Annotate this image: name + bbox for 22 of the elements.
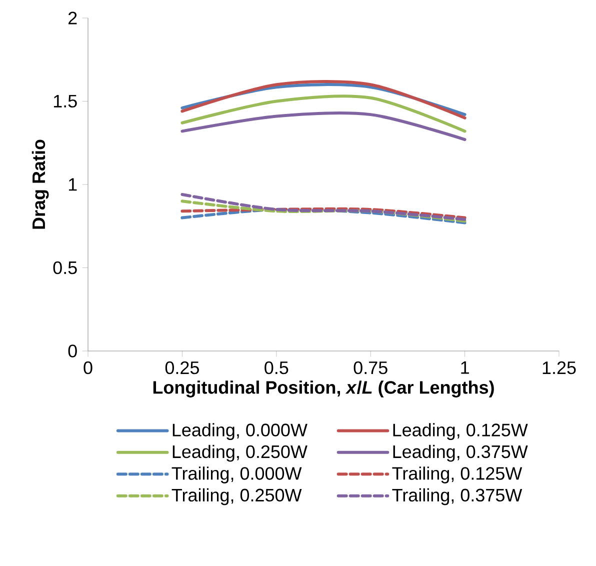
y-tick-label: 0: [68, 344, 77, 358]
legend-label: Trailing, 0.250W: [172, 488, 302, 506]
x-tick-label: 0.25: [165, 361, 199, 374]
x-tick-label: 1.25: [542, 361, 576, 374]
x-axis-title: Longitudinal Position, x/L (Car Lengths): [153, 380, 494, 398]
y-tick-label: 0.5: [53, 261, 77, 274]
legend-label: Leading, 0.125W: [393, 423, 528, 440]
line-series: [180, 192, 466, 221]
x-tick-label: 1: [461, 361, 469, 374]
legend-label: Leading, 0.375W: [393, 444, 528, 462]
y-tick-label: 2: [68, 12, 77, 24]
y-tick-label: 1.5: [54, 94, 77, 108]
x-tick-label: 0.75: [354, 361, 388, 374]
y-axis-title: Drag Ratio: [32, 140, 49, 229]
y-tick-label: 1: [68, 178, 77, 191]
legend-label: Trailing, 0.375W: [392, 488, 522, 506]
legend-label: Trailing, 0.000W: [172, 466, 302, 484]
x-tick-label: 0.5: [264, 361, 288, 374]
x-tick-label: 0: [84, 361, 92, 374]
legend-label: Trailing, 0.125W: [392, 466, 522, 484]
legend-label: Leading, 0.000W: [172, 423, 308, 440]
legend-label: Leading, 0.250W: [172, 444, 308, 462]
